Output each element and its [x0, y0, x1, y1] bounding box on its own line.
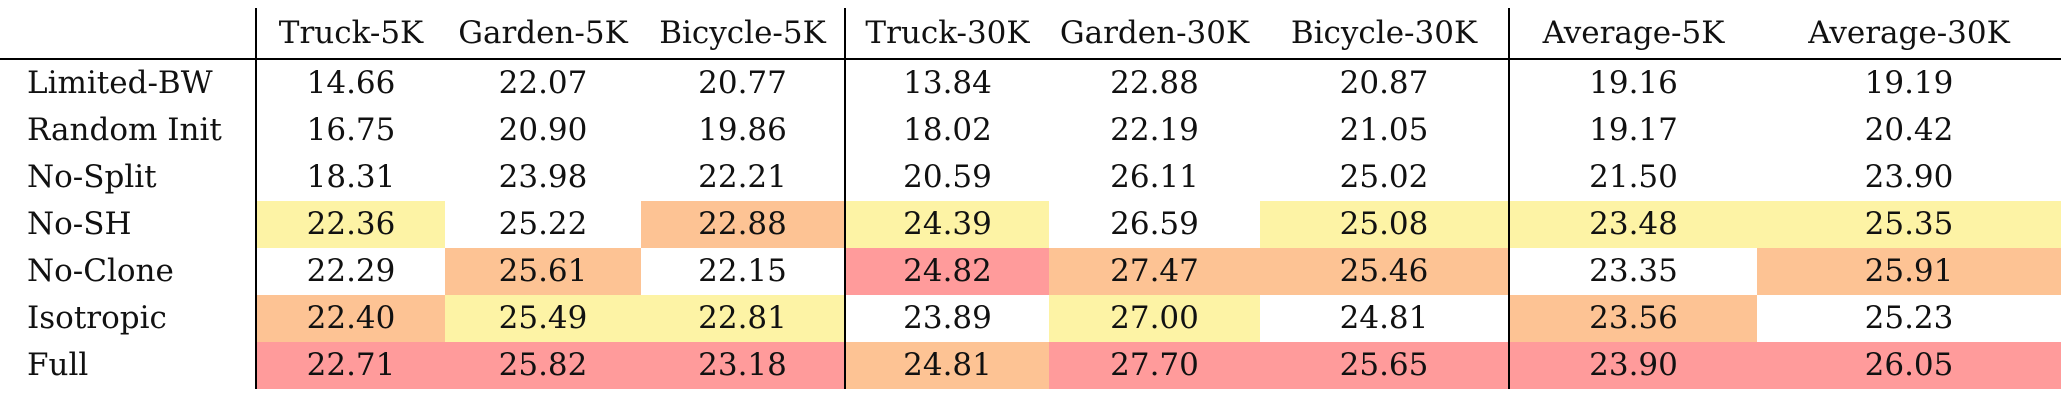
- table-cell: 22.71: [256, 342, 445, 389]
- table-cell: 27.47: [1049, 248, 1260, 295]
- table-cell: 22.21: [641, 154, 846, 201]
- table-cell: 24.39: [845, 201, 1049, 248]
- table-cell: 25.02: [1260, 154, 1510, 201]
- table-cell: 25.61: [445, 248, 641, 295]
- table-cell: 19.86: [641, 107, 846, 154]
- table-cell: 26.11: [1110, 159, 1199, 195]
- table-cell: 16.75: [306, 112, 396, 148]
- table-cell: 13.84: [903, 65, 992, 101]
- table-cell: 14.66: [306, 65, 396, 101]
- table-cell: 25.82: [445, 342, 641, 389]
- table-cell: 25.23: [1864, 300, 1954, 336]
- column-header: Garden-5K: [445, 8, 641, 60]
- table-cell: 23.18: [641, 342, 846, 389]
- table-cell: 23.89: [903, 300, 992, 336]
- table-cell: 22.88: [641, 201, 846, 248]
- table-row: No-Split 18.31 23.98 22.21 20.59 26.11 2…: [0, 154, 2061, 201]
- header-corner: [0, 8, 257, 60]
- table-cell: 18.31: [306, 159, 396, 195]
- table-row: Limited-BW 14.66 22.07 20.77 13.84 22.88…: [0, 59, 2061, 107]
- table-row: Full 22.71 25.82 23.18 24.81 27.70 25.65…: [0, 342, 2061, 389]
- table-cell: 20.90: [498, 112, 588, 148]
- table-cell: 21.50: [1589, 159, 1678, 195]
- table-cell: 18.02: [903, 112, 992, 148]
- table-cell: 22.07: [498, 65, 588, 101]
- table-cell: 22.15: [641, 248, 846, 295]
- header-row: Truck-5K Garden-5K Bicycle-5K Truck-30K …: [0, 8, 2061, 60]
- table-cell: 22.81: [641, 295, 846, 342]
- row-label: No-Split: [0, 154, 257, 201]
- column-header: Truck-5K: [256, 8, 445, 60]
- table-cell: 24.82: [845, 248, 1049, 295]
- table-cell: 23.48: [1509, 201, 1757, 248]
- table-cell: 23.90: [1509, 342, 1757, 389]
- row-label: Full: [0, 342, 257, 389]
- table-cell: 22.40: [256, 295, 445, 342]
- table-cell: 24.81: [845, 342, 1049, 389]
- column-header: Truck-30K: [845, 8, 1049, 60]
- table-cell: 22.36: [256, 201, 445, 248]
- row-label: No-SH: [0, 201, 257, 248]
- table-cell: 26.59: [1110, 206, 1199, 242]
- table-cell: 20.59: [903, 159, 992, 195]
- table-cell: 25.49: [445, 295, 641, 342]
- table-cell: 22.19: [1110, 112, 1199, 148]
- row-label: No-Clone: [0, 248, 257, 295]
- table-cell: 27.00: [1049, 295, 1260, 342]
- table-cell: 23.90: [1864, 159, 1954, 195]
- table-cell: 22.88: [1110, 65, 1199, 101]
- table-cell: 23.98: [498, 159, 588, 195]
- table-cell: 25.35: [1757, 201, 2061, 248]
- table-cell: 25.08: [1260, 201, 1510, 248]
- column-header: Bicycle-30K: [1260, 8, 1510, 60]
- table-cell: 20.42: [1864, 112, 1954, 148]
- ablation-results-table: Truck-5K Garden-5K Bicycle-5K Truck-30K …: [0, 8, 2061, 389]
- column-header: Average-5K: [1509, 8, 1757, 60]
- row-label: Isotropic: [0, 295, 257, 342]
- table-cell: 25.65: [1260, 342, 1510, 389]
- table-row: Random Init 16.75 20.90 19.86 18.02 22.1…: [0, 107, 2061, 154]
- table-cell: 20.77: [641, 59, 846, 107]
- table-cell: 25.22: [498, 206, 588, 242]
- table-cell: 19.16: [1589, 65, 1678, 101]
- table-cell: 27.70: [1049, 342, 1260, 389]
- table-cell: 23.56: [1509, 295, 1757, 342]
- table-cell: 19.17: [1589, 112, 1678, 148]
- column-header: Bicycle-5K: [641, 8, 846, 60]
- table-cell: 25.91: [1757, 248, 2061, 295]
- row-label: Random Init: [0, 107, 257, 154]
- table-cell: 20.87: [1260, 59, 1510, 107]
- table-cell: 24.81: [1260, 295, 1510, 342]
- table-row: Isotropic 22.40 25.49 22.81 23.89 27.00 …: [0, 295, 2061, 342]
- table-cell: 19.19: [1864, 65, 1954, 101]
- table-cell: 22.29: [306, 253, 396, 289]
- column-header: Garden-30K: [1049, 8, 1260, 60]
- column-header: Average-30K: [1757, 8, 2061, 60]
- table-cell: 23.35: [1589, 253, 1678, 289]
- row-label: Limited-BW: [0, 59, 257, 107]
- table-row: No-SH 22.36 25.22 22.88 24.39 26.59 25.0…: [0, 201, 2061, 248]
- table-cell: 25.46: [1260, 248, 1510, 295]
- table-cell: 26.05: [1757, 342, 2061, 389]
- table-cell: 21.05: [1260, 107, 1510, 154]
- table-row: No-Clone 22.29 25.61 22.15 24.82 27.47 2…: [0, 248, 2061, 295]
